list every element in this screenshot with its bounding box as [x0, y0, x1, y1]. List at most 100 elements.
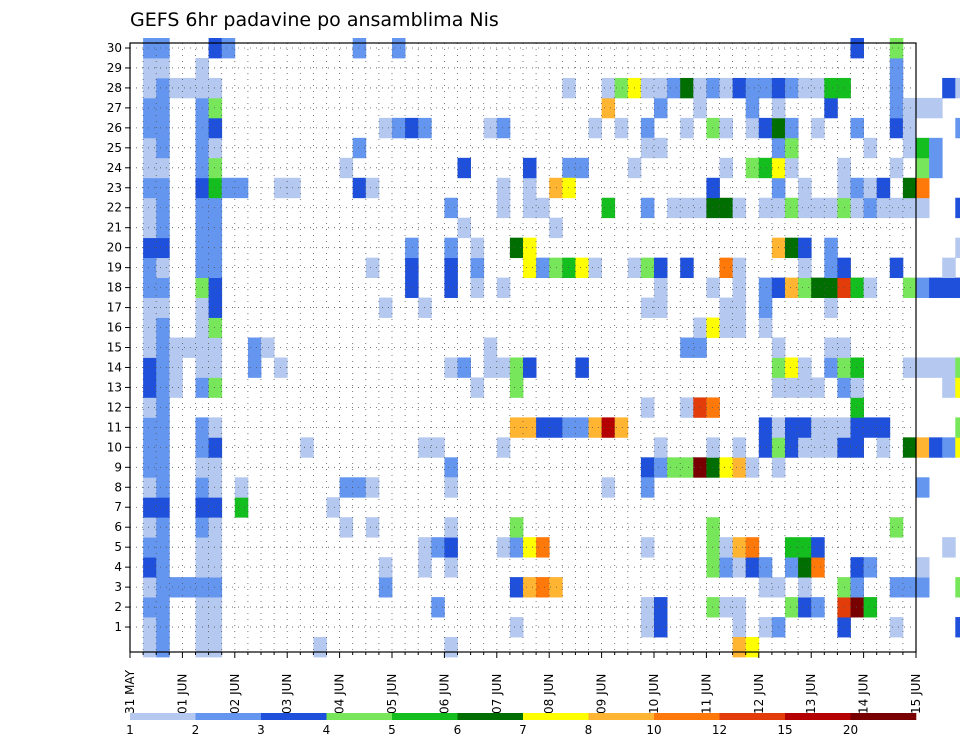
heatmap-cell: [654, 297, 668, 318]
heatmap-cell: [876, 417, 891, 438]
heatmap-cell: [916, 97, 930, 119]
heatmap-cell: [955, 197, 960, 219]
colorbar-label: 1: [126, 723, 134, 737]
heatmap-cell: [208, 577, 223, 598]
heatmap-cell: [824, 417, 838, 438]
heatmap-cell: [208, 537, 223, 558]
colorbar: 1 2 3 4 5 6 7 8 10 12 15 20: [126, 713, 917, 737]
heatmap-cell: [143, 157, 157, 179]
heatmap-cell: [247, 357, 262, 378]
heatmap-cell: [811, 417, 825, 438]
heatmap-cell: [365, 477, 380, 498]
heatmap-cell: [143, 497, 157, 518]
heatmap-cell: [654, 457, 668, 478]
heatmap-cell: [758, 617, 773, 638]
heatmap-cell: [719, 597, 733, 618]
heatmap-cell: [156, 417, 170, 438]
heatmap-cell: [785, 357, 799, 378]
heatmap-cell: [706, 177, 720, 199]
heatmap-cell: [876, 197, 891, 219]
colorbar-label: 6: [454, 723, 462, 737]
heatmap-cell: [247, 337, 262, 358]
heatmap-cell: [929, 277, 943, 298]
heatmap-cell: [955, 117, 960, 139]
heatmap-cell: [156, 177, 170, 199]
heatmap-cell: [496, 177, 511, 199]
heatmap-cell: [444, 537, 458, 558]
heatmap-cell: [208, 77, 223, 99]
y-tick-label: 14: [107, 360, 122, 374]
heatmap-cell: [732, 597, 747, 618]
heatmap-cell: [208, 557, 223, 578]
heatmap-cell: [352, 477, 367, 498]
heatmap-cell: [745, 457, 760, 478]
heatmap-cell: [208, 137, 223, 159]
heatmap-cell: [496, 357, 511, 378]
heatmap-cell: [654, 137, 668, 159]
y-tick-label: 1: [114, 620, 122, 634]
y-tick-label: 29: [107, 61, 122, 75]
heatmap-cell: [798, 417, 812, 438]
heatmap-cell: [680, 457, 694, 478]
grid-lines: [130, 43, 916, 652]
heatmap-cell: [601, 197, 616, 219]
heatmap-cell: [143, 277, 157, 298]
heatmap-cell: [365, 177, 380, 199]
heatmap-cell: [300, 437, 314, 458]
heatmap-cell: [640, 597, 655, 618]
heatmap-cell: [889, 38, 904, 59]
heatmap-cell: [575, 417, 589, 438]
heatmap-cell: [208, 337, 223, 358]
colorbar-swatch: [588, 713, 655, 720]
heatmap-cell: [929, 357, 943, 378]
y-tick-label: 26: [107, 121, 122, 135]
heatmap-cell: [536, 537, 550, 558]
y-tick-label: 30: [107, 41, 122, 55]
heatmap-cell: [195, 637, 209, 658]
y-tick-label: 18: [107, 281, 122, 295]
heatmap-cell: [719, 257, 733, 279]
heatmap-cell: [601, 97, 616, 119]
colorbar-label: 15: [777, 723, 792, 737]
colorbar-label: 4: [323, 723, 331, 737]
heatmap-cell: [444, 457, 458, 478]
heatmap-cell: [719, 537, 733, 558]
heatmap-cell: [955, 417, 960, 438]
heatmap-cell: [156, 557, 170, 578]
heatmap-cell: [785, 237, 799, 259]
heatmap-cell: [942, 77, 956, 99]
heatmap-cell: [234, 497, 249, 518]
heatmap-cell: [143, 617, 157, 638]
heatmap-cell: [706, 457, 720, 478]
heatmap-cell: [798, 537, 812, 558]
y-tick-label: 9: [114, 460, 122, 474]
heatmap-cell: [208, 597, 223, 618]
heatmap-cell: [876, 437, 891, 458]
heatmap-cell: [680, 117, 694, 139]
heatmap-cell: [588, 117, 602, 139]
heatmap-cell: [640, 257, 655, 279]
heatmap-cell: [811, 197, 825, 219]
heatmap-cell: [654, 597, 668, 618]
heatmap-cell: [156, 57, 170, 79]
y-tick-label: 25: [107, 141, 122, 155]
heatmap-cell: [405, 117, 419, 139]
heatmap-cell: [955, 277, 960, 298]
heatmap-cell: [156, 517, 170, 538]
heatmap-cell: [143, 197, 157, 219]
heatmap-cell: [889, 517, 904, 538]
colorbar-label: 3: [257, 723, 265, 737]
heatmap-cell: [916, 197, 930, 219]
heatmap-cell: [955, 357, 960, 378]
heatmap-cell: [143, 97, 157, 119]
chart-title: GEFS 6hr padavine po ansamblima Nis: [130, 9, 499, 31]
heatmap-cell: [313, 637, 327, 658]
heatmap-cell: [902, 577, 917, 598]
heatmap-cell: [549, 177, 563, 199]
heatmap-cell: [654, 437, 668, 458]
y-tick-label: 13: [107, 380, 122, 394]
heatmap-cell: [156, 237, 170, 259]
heatmap-cell: [798, 177, 812, 199]
heatmap-cell: [916, 177, 930, 199]
heatmap-cell: [509, 537, 524, 558]
